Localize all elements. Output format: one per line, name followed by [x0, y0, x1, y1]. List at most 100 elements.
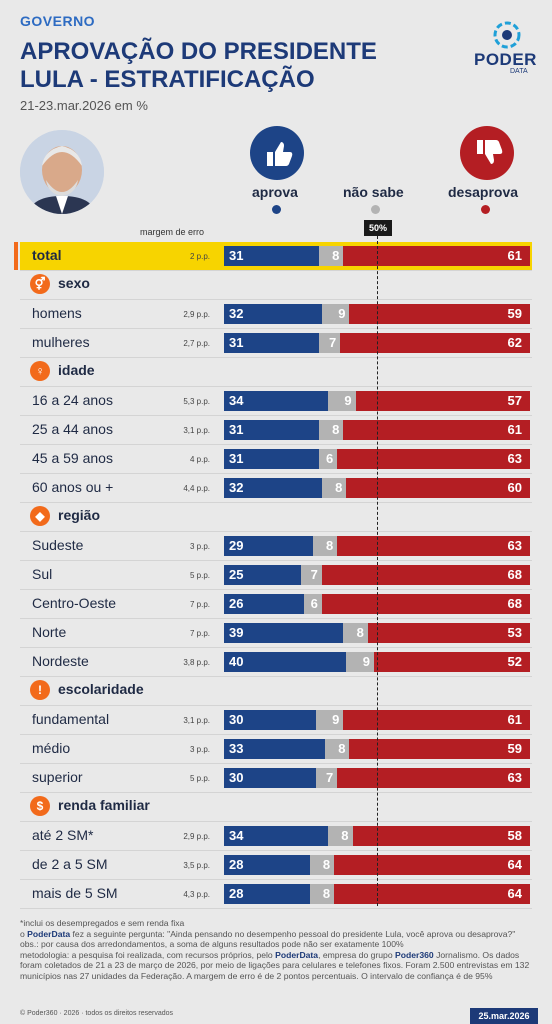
bar-nao-sabe: 7: [318, 333, 341, 353]
category-label: idade: [58, 362, 95, 378]
row-margin-of-error: 2,7 p.p.: [183, 339, 210, 348]
kicker: GOVERNO: [20, 13, 96, 29]
row-divider: [20, 879, 532, 880]
category-região: ◆ região: [20, 503, 532, 529]
fifty-percent-label: 50%: [364, 220, 392, 236]
bar-aprova: 39: [224, 623, 344, 643]
row-margin-of-error: 4,3 p.p.: [183, 890, 210, 899]
row-divider: [20, 357, 532, 358]
bar-aprova: 31: [224, 246, 319, 266]
data-row: homens 2,9 p.p. 32 9 59: [20, 300, 532, 328]
row-divider: [20, 792, 532, 793]
data-row: mulheres 2,7 p.p. 31 7 62: [20, 329, 532, 357]
bar-desaprova: 68: [321, 594, 530, 614]
bar-nao-sabe: 8: [343, 623, 368, 643]
data-row: de 2 a 5 SM 3,5 p.p. 28 8 64: [20, 851, 532, 879]
row-label: médio: [32, 740, 71, 756]
bar-desaprova: 60: [346, 478, 530, 498]
bar-aprova: 26: [224, 594, 304, 614]
row-margin-of-error: 5 p.p.: [189, 774, 210, 783]
legend-aprova: aprova: [252, 184, 298, 200]
data-row: Centro-Oeste 7 p.p. 26 6 68: [20, 590, 532, 618]
logo-brand: PODER: [474, 50, 537, 69]
person-icon: ♀: [30, 361, 50, 381]
bar-desaprova: 63: [337, 768, 530, 788]
bar-desaprova: 64: [334, 884, 530, 904]
bar-nao-sabe: 9: [315, 710, 344, 730]
row-divider: [20, 299, 532, 300]
bar-nao-sabe: 9: [321, 304, 350, 324]
bar-desaprova: 61: [343, 420, 530, 440]
bar-nao-sabe: 7: [300, 565, 322, 585]
row-margin-of-error: 4 p.p.: [189, 455, 210, 464]
bar-nao-sabe: 8: [312, 536, 338, 556]
legend-dot-desaprova: [481, 205, 490, 214]
fifty-percent-line: [377, 236, 378, 906]
row-label: superior: [32, 769, 83, 785]
bar-aprova: 28: [224, 884, 310, 904]
data-row: 60 anos ou + 4,4 p.p. 32 8 60: [20, 474, 532, 502]
row-label: Sul: [32, 566, 53, 582]
row-label: total: [32, 247, 62, 263]
exclamation-icon: !: [30, 680, 50, 700]
data-row: superior 5 p.p. 30 7 63: [20, 764, 532, 792]
row-label: fundamental: [32, 711, 110, 727]
row-margin-of-error: 3,8 p.p.: [183, 658, 210, 667]
data-row: médio 3 p.p. 33 8 59: [20, 735, 532, 763]
data-row: até 2 SM* 2,9 p.p. 34 8 58: [20, 822, 532, 850]
category-label: renda familiar: [58, 797, 150, 813]
row-divider: [20, 647, 532, 648]
row-label: Centro-Oeste: [32, 595, 117, 611]
row-divider: [20, 850, 532, 851]
president-photo: [20, 130, 104, 214]
note-1: *inclui os desempregados e sem renda fix…: [20, 918, 185, 928]
row-divider: [20, 908, 532, 909]
logo-mark-icon: [493, 21, 521, 49]
row-divider: [20, 589, 532, 590]
legend-nao-sabe: não sabe: [343, 184, 404, 200]
row-divider: [20, 618, 532, 619]
row-label: mais de 5 SM: [32, 885, 118, 901]
bar-aprova: 40: [224, 652, 347, 672]
row-margin-of-error: 3,1 p.p.: [183, 426, 210, 435]
bar-nao-sabe: 7: [315, 768, 338, 788]
row-label: homens: [32, 305, 82, 321]
bar-aprova: 31: [224, 449, 319, 469]
row-divider: [20, 386, 532, 387]
row-divider: [20, 502, 532, 503]
note-2: o PoderData fez a seguinte pergunta: "Ai…: [20, 928, 516, 939]
data-row: Sudeste 3 p.p. 29 8 63: [20, 532, 532, 560]
category-escolaridade: ! escolaridade: [20, 677, 532, 703]
dollar-icon: $: [30, 796, 50, 816]
bar-aprova: 25: [224, 565, 301, 585]
bar-desaprova: 52: [373, 652, 530, 672]
bar-aprova: 33: [224, 739, 325, 759]
row-divider: [20, 415, 532, 416]
bar-nao-sabe: 9: [328, 391, 356, 411]
category-renda-familiar: $ renda familiar: [20, 793, 532, 819]
bar-aprova: 34: [224, 826, 329, 846]
row-margin-of-error: 3 p.p.: [189, 745, 210, 754]
row-margin-of-error: 7 p.p.: [189, 629, 210, 638]
bar-aprova: 32: [224, 478, 322, 498]
category-label: sexo: [58, 275, 90, 291]
row-label: Sudeste: [32, 537, 84, 553]
bar-desaprova: 59: [349, 304, 530, 324]
bar-aprova: 28: [224, 855, 310, 875]
row-divider: [20, 560, 532, 561]
data-row: 25 a 44 anos 3,1 p.p. 31 8 61: [20, 416, 532, 444]
bar-nao-sabe: 6: [318, 449, 338, 469]
category-label: escolaridade: [58, 681, 144, 697]
bar-nao-sabe: 8: [328, 826, 353, 846]
row-divider: [20, 328, 532, 329]
logo-sub: DATA: [510, 68, 528, 75]
bar-nao-sabe: 8: [309, 884, 335, 904]
legend-dot-aprova: [272, 205, 281, 214]
bar-desaprova: 68: [321, 565, 530, 585]
row-margin-of-error: 2,9 p.p.: [183, 832, 210, 841]
bar-desaprova: 53: [367, 623, 530, 643]
bar-nao-sabe: 8: [318, 246, 344, 266]
data-row: total 2 p.p. 31 8 61: [14, 242, 532, 270]
row-divider: [20, 821, 532, 822]
row-margin-of-error: 2 p.p.: [189, 252, 210, 261]
